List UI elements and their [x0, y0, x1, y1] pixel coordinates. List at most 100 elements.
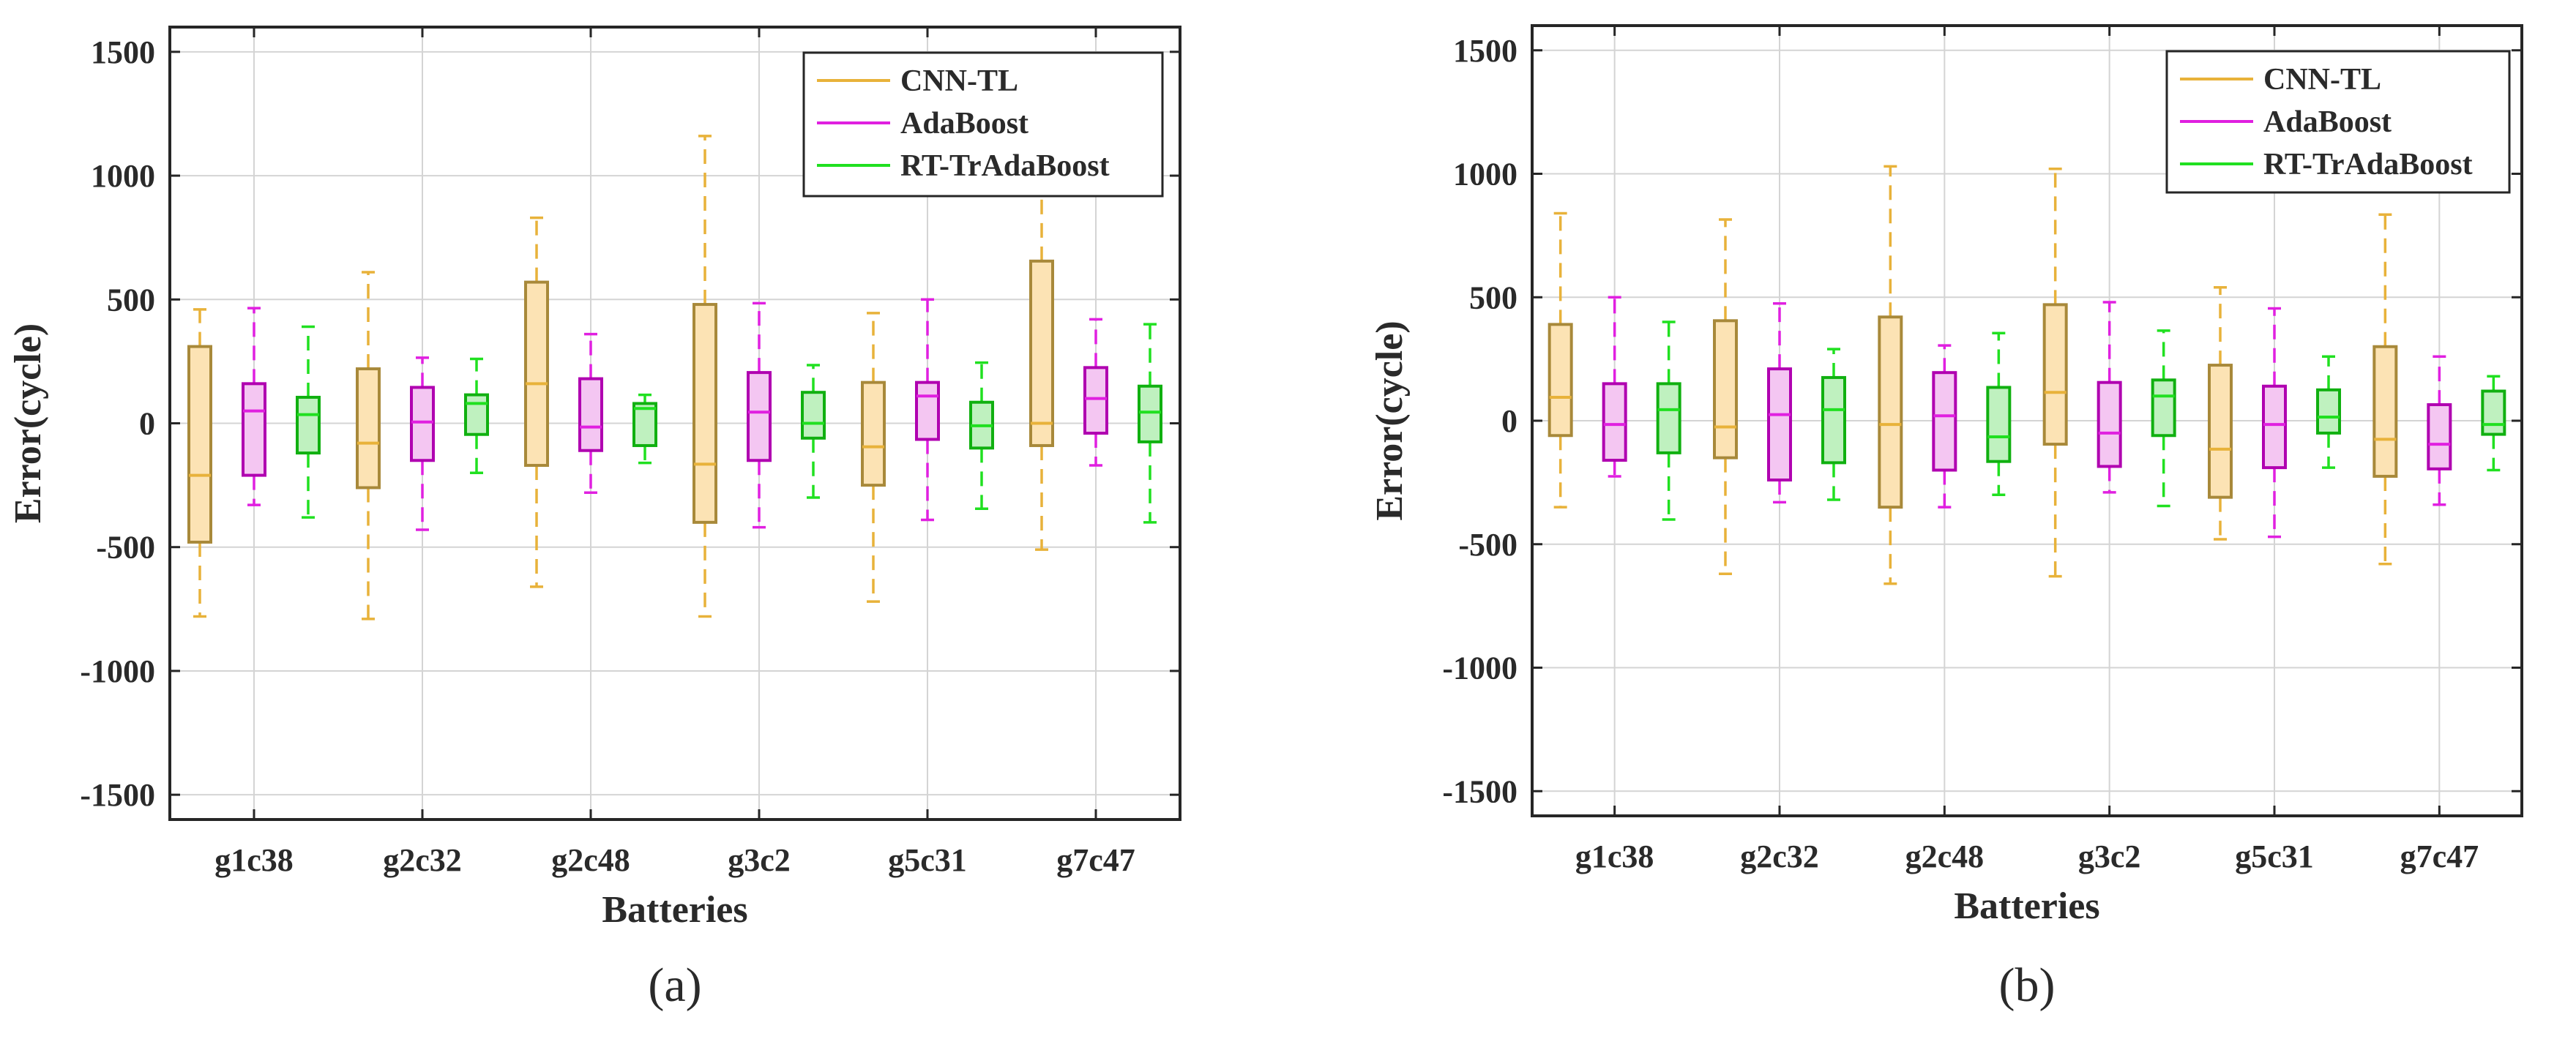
- y-tick-label: 500: [107, 282, 155, 318]
- x-tick-label: g3c2: [2078, 839, 2141, 874]
- legend-label: AdaBoost: [900, 107, 1028, 140]
- box-iqr: [1656, 382, 1681, 454]
- x-tick-label: g1c38: [1575, 839, 1654, 874]
- box-cnn-tl-g2c32: [356, 271, 381, 620]
- box-iqr: [2316, 388, 2341, 435]
- box-rt-tradaboost-g2c48: [1986, 331, 2012, 496]
- box-rt-tradaboost-g2c32: [464, 357, 489, 474]
- legend: CNN-TL AdaBoost RT-TrAdaBoost: [2165, 50, 2511, 194]
- box-cnn-tl-g1c38: [187, 308, 212, 618]
- y-tick-label: 500: [1469, 280, 1517, 315]
- box-iqr: [1138, 384, 1162, 443]
- box-iqr: [2208, 364, 2233, 499]
- box-adaboost-g2c32: [1767, 301, 1792, 504]
- box-cnn-tl-g2c48: [1878, 165, 1903, 585]
- chart-panel-b: -1500 -1000 -500 0 500 1000 1500 g1c38 g2c32 g2c4…: [1369, 24, 2523, 1012]
- box-rt-tradaboost-g1c38: [296, 325, 321, 519]
- box-adaboost-g5c31: [2262, 307, 2287, 539]
- box-adaboost-g3c2: [2097, 301, 2122, 494]
- x-tick-label: g7c47: [2400, 839, 2479, 874]
- box-cnn-tl-g2c48: [524, 216, 549, 588]
- box-iqr: [1029, 259, 1054, 447]
- box-iqr: [2427, 403, 2452, 470]
- box-iqr: [524, 280, 549, 468]
- box-iqr: [1878, 315, 1903, 509]
- y-tick-label: -500: [96, 530, 155, 566]
- axes-frame: [1531, 24, 2523, 817]
- y-tick-label: -1000: [1442, 650, 1517, 686]
- y-axis-label: Error(cycle): [1369, 320, 1411, 520]
- box-adaboost-g3c2: [747, 301, 772, 529]
- box-iqr: [1602, 382, 1627, 462]
- x-tick-label: g2c48: [551, 842, 630, 878]
- y-tick-label: 1000: [1453, 157, 1517, 192]
- x-tick-label: g2c32: [1740, 839, 1819, 874]
- box-cnn-tl-g3c2: [2042, 168, 2068, 578]
- y-tick-label: 0: [139, 406, 155, 442]
- box-rt-tradaboost-g3c2: [2151, 329, 2176, 508]
- box-iqr: [915, 380, 940, 441]
- box-iqr: [1986, 386, 2012, 463]
- box-iqr: [2262, 384, 2287, 470]
- x-tick-label: g2c48: [1905, 839, 1985, 874]
- y-tick-label: 1500: [1453, 33, 1517, 69]
- box-cnn-tl-g2c32: [1713, 218, 1738, 575]
- box-iqr: [2481, 389, 2506, 436]
- box-iqr: [2151, 378, 2176, 438]
- panel-label: (b): [1999, 959, 2056, 1012]
- box-rt-tradaboost-g5c31: [969, 361, 994, 511]
- axes-frame: [168, 26, 1181, 821]
- x-axis-label: Batteries: [602, 889, 747, 931]
- box-rt-tradaboost-g1c38: [1656, 320, 1681, 521]
- box-rt-tradaboost-g2c32: [1821, 348, 1846, 501]
- box-iqr: [2042, 303, 2068, 446]
- box-iqr: [1932, 371, 1957, 472]
- y-tick-label: 1500: [91, 34, 155, 70]
- y-tick-label: -1500: [1442, 773, 1517, 809]
- box-adaboost-g7c47: [2427, 355, 2452, 506]
- box-iqr: [296, 395, 321, 455]
- box-rt-tradaboost-g3c2: [801, 364, 826, 499]
- box-cnn-tl-g1c38: [1548, 211, 1573, 509]
- x-tick-label: g1c38: [214, 842, 294, 878]
- box-rt-tradaboost-g5c31: [2316, 355, 2341, 469]
- box-adaboost-g7c47: [1083, 318, 1108, 467]
- legend-label: AdaBoost: [2263, 105, 2392, 139]
- x-axis-label: Batteries: [1954, 885, 2099, 927]
- box-iqr: [692, 303, 717, 524]
- x-tick-label: g3c2: [728, 842, 791, 878]
- box-rt-tradaboost-g7c47: [2481, 375, 2506, 472]
- box-iqr: [801, 391, 826, 440]
- legend-label: RT-TrAdaBoost: [900, 149, 1110, 183]
- box-adaboost-g1c38: [1602, 296, 1627, 478]
- box-iqr: [2372, 345, 2398, 478]
- box-iqr: [1821, 375, 1846, 465]
- box-cnn-tl-g7c47: [1029, 187, 1054, 551]
- x-tick-label: g2c32: [383, 842, 462, 878]
- box-iqr: [747, 371, 772, 462]
- box-iqr: [1083, 366, 1108, 435]
- y-tick-label: -1000: [80, 653, 155, 689]
- panel-label: (a): [648, 959, 701, 1012]
- chart-panel-a: -1500 -1000 -500 0 500 1000 1500 g1c38 g2c32 g2c4…: [7, 26, 1181, 1012]
- box-rt-tradaboost-g2c48: [632, 393, 657, 465]
- y-tick-label: -500: [1458, 527, 1517, 563]
- box-iqr: [1548, 323, 1573, 438]
- x-tick-label: g5c31: [2235, 839, 2314, 874]
- legend-label: CNN-TL: [900, 64, 1018, 98]
- box-adaboost-g2c32: [410, 356, 435, 531]
- box-cnn-tl-g7c47: [2372, 213, 2398, 566]
- y-axis-label: Error(cycle): [7, 323, 49, 523]
- box-cnn-tl-g3c2: [692, 135, 717, 618]
- box-iqr: [1767, 367, 1792, 481]
- box-iqr: [464, 393, 489, 436]
- box-adaboost-g2c48: [578, 332, 603, 495]
- box-iqr: [578, 377, 603, 452]
- x-tick-label: g5c31: [888, 842, 967, 878]
- y-tick-label: 1000: [91, 158, 155, 194]
- box-iqr: [1713, 319, 1738, 460]
- box-iqr: [410, 386, 435, 462]
- box-iqr: [356, 367, 381, 490]
- box-iqr: [861, 380, 886, 487]
- legend-label: CNN-TL: [2263, 63, 2381, 97]
